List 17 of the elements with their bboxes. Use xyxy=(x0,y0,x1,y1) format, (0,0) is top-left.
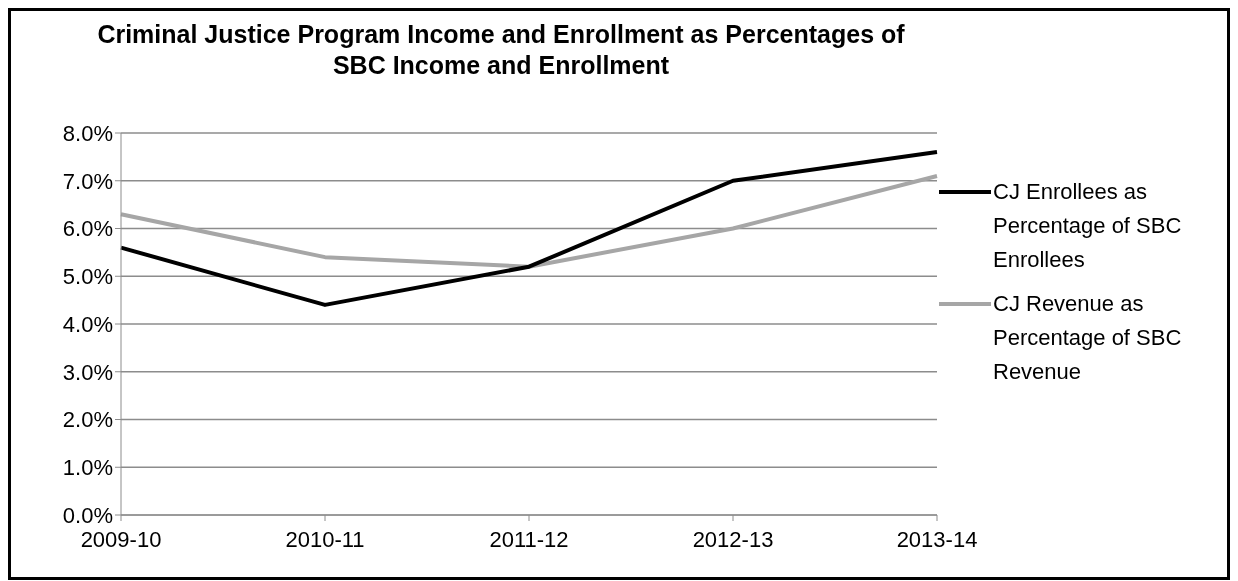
x-tick-label: 2011-12 xyxy=(489,526,569,552)
y-tick-label: 0.0% xyxy=(62,502,113,528)
x-tick-label: 2010-11 xyxy=(285,526,365,552)
y-tick-label: 7.0% xyxy=(62,168,113,194)
y-tick-label: 8.0% xyxy=(62,120,113,146)
legend-label: CJ Revenue as Percentage of SBC Revenue xyxy=(993,290,1183,386)
y-tick-label: 6.0% xyxy=(62,216,113,242)
y-tick-label: 5.0% xyxy=(62,264,113,290)
y-tick-label: 4.0% xyxy=(62,311,113,337)
y-tick-label: 1.0% xyxy=(62,455,113,481)
y-tick-label: 3.0% xyxy=(62,359,113,385)
y-tick-label: 2.0% xyxy=(62,407,113,433)
chart-title: Criminal Justice Program Income and Enrollment as Percentages of SBC Income and Enrollment xyxy=(96,19,906,81)
legend-label: CJ Enrollees as Percentage of SBC Enrollees xyxy=(993,178,1183,274)
x-tick-label: 2012-13 xyxy=(692,526,774,552)
x-tick-label: 2013-14 xyxy=(896,526,978,552)
x-tick-label: 2009-10 xyxy=(80,526,162,552)
